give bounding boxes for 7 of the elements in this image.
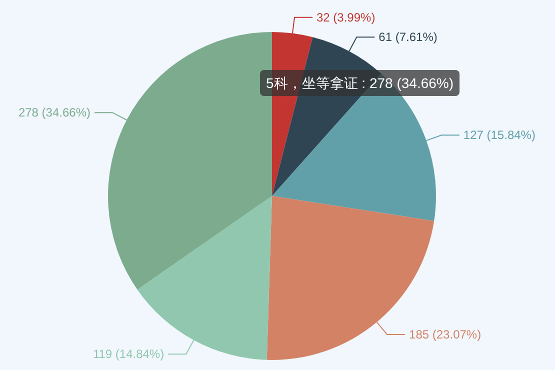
data-label: 278 (34.66%) bbox=[18, 106, 90, 120]
data-label: 185 (23.07%) bbox=[409, 327, 482, 342]
data-label: 119 (14.84%) bbox=[92, 347, 164, 362]
data-label: 32 (3.99%) bbox=[316, 10, 376, 24]
text: 5科，坐等拿证 : 278 (34.66%) bbox=[266, 75, 454, 91]
data-label: 61 (7.61%) bbox=[378, 30, 438, 44]
data-label: 127 (15.84%) bbox=[463, 128, 536, 142]
